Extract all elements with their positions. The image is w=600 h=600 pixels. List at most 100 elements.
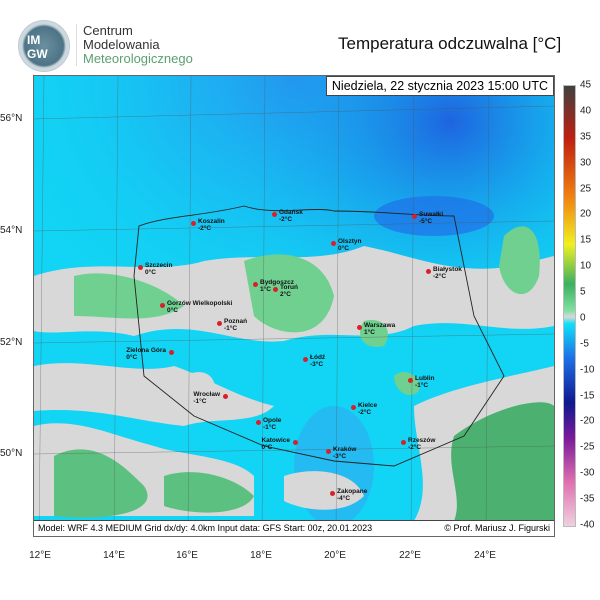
lon-label: 20°E xyxy=(324,550,346,561)
city-temp: -2°C xyxy=(198,225,212,232)
colorbar-label: -25 xyxy=(580,441,595,453)
city-temp: 2°C xyxy=(280,291,291,298)
city-name: Lublin xyxy=(415,375,435,382)
city-name: Kielce xyxy=(358,402,378,409)
colorbar-label: -15 xyxy=(580,390,595,402)
city-temp: -2°C xyxy=(358,409,372,416)
city-temp: -1°C xyxy=(263,424,277,431)
org-line-1: Centrum xyxy=(83,23,133,38)
lon-label: 22°E xyxy=(399,550,421,561)
organization-name: Centrum Modelowania Meteorologicznego xyxy=(76,24,193,66)
colorbar-label: 35 xyxy=(580,131,592,143)
city-dot xyxy=(425,268,431,274)
city-temp: 0°C xyxy=(167,307,178,314)
city-name: Opole xyxy=(263,417,282,424)
city-dot xyxy=(271,211,277,217)
city-dot xyxy=(350,404,356,410)
lat-label: 50°N xyxy=(0,448,23,459)
city-dot xyxy=(356,324,362,330)
city-name: Gorzów Wielkopolski xyxy=(167,300,233,307)
city-dot xyxy=(407,377,413,383)
city-dot xyxy=(330,240,336,246)
city-name: Warszawa xyxy=(364,322,396,329)
imgw-logo: IM GW xyxy=(18,20,70,72)
city-name: Kraków xyxy=(333,446,357,453)
city-name: Zakopane xyxy=(337,488,368,495)
city-temp: -2°C xyxy=(408,444,422,451)
city-temp: -1°C xyxy=(224,325,238,332)
colorbar-label: -40 xyxy=(580,519,595,531)
city-dot xyxy=(222,393,228,399)
city-temp: -1°C xyxy=(193,398,207,405)
city-dot xyxy=(159,302,165,308)
org-line-2: Modelowania xyxy=(83,37,160,52)
city-name: Białystok xyxy=(433,266,462,273)
colorbar-label: -5 xyxy=(580,338,589,350)
city-dot xyxy=(292,439,298,445)
city-name: Toruń xyxy=(280,284,298,291)
lon-label: 18°E xyxy=(250,550,272,561)
colorbar-label: 25 xyxy=(580,183,592,195)
city-name: Łódź xyxy=(310,354,326,361)
lon-label: 24°E xyxy=(474,550,496,561)
colorbar-label: -20 xyxy=(580,415,595,427)
city-name: Bydgoszcz xyxy=(260,279,294,286)
city-temp: -3°C xyxy=(333,453,347,460)
lat-label: 56°N xyxy=(0,113,23,124)
city-name: Gdańsk xyxy=(279,209,303,216)
city-name: Suwałki xyxy=(419,211,444,218)
lon-label: 12°E xyxy=(29,550,51,561)
city-temp: -2°C xyxy=(433,273,447,280)
city-name: Wrocław xyxy=(193,391,220,398)
colorbar-label: -10 xyxy=(580,364,595,376)
colorbar-label: -35 xyxy=(580,493,595,505)
lat-label: 52°N xyxy=(0,337,23,348)
city-temp: -4°C xyxy=(337,495,351,502)
city-dot xyxy=(325,448,331,454)
city-dot xyxy=(252,281,258,287)
city-temp: -3°C xyxy=(310,361,324,368)
colorbar-label: 0 xyxy=(580,312,586,324)
city-name: Zielona Góra xyxy=(126,347,166,354)
colorbar xyxy=(563,85,576,527)
page-title: Temperatura odczuwalna [°C] xyxy=(338,34,562,53)
city-temp: -1°C xyxy=(415,382,429,389)
city-temp: 1°C xyxy=(260,286,271,293)
temperature-map: Niedziela, 22 stycznia 2023 15:00 UTC Sz… xyxy=(33,75,555,537)
city-dot xyxy=(302,356,308,362)
org-line-3: Meteorologicznego xyxy=(83,51,193,66)
forecast-datetime: Niedziela, 22 stycznia 2023 15:00 UTC xyxy=(325,76,554,96)
city-dot xyxy=(137,264,143,270)
copyright: © Prof. Mariusz J. Figurski xyxy=(444,523,550,533)
city-name: Olsztyn xyxy=(338,238,362,245)
city-temp: 0°C xyxy=(126,354,138,361)
colorbar-label: 5 xyxy=(580,286,586,298)
colorbar-label: 10 xyxy=(580,260,592,272)
colorbar-label: 20 xyxy=(580,208,592,220)
city-temp: 0°C xyxy=(338,245,349,252)
colorbar-label: 40 xyxy=(580,105,592,117)
city-dot xyxy=(400,439,406,445)
map-footer: Model: WRF 4.3 MEDIUM Grid dx/dy: 4.0km … xyxy=(34,520,554,536)
city-name: Katowice xyxy=(261,437,290,444)
lon-label: 14°E xyxy=(103,550,125,561)
model-info: Model: WRF 4.3 MEDIUM Grid dx/dy: 4.0km … xyxy=(38,523,373,533)
colorbar-label: 15 xyxy=(580,234,592,246)
city-temp: 1°C xyxy=(364,329,375,336)
city-dot xyxy=(168,349,174,355)
city-dot xyxy=(272,286,278,292)
city-name: Szczecin xyxy=(145,262,173,269)
lat-label: 54°N xyxy=(0,225,23,236)
city-dot xyxy=(190,220,196,226)
city-dot xyxy=(216,320,222,326)
city-temp: -2°C xyxy=(279,216,293,223)
city-dot xyxy=(411,213,417,219)
city-name: Rzeszów xyxy=(408,437,436,444)
city-temp: 0°C xyxy=(261,444,273,451)
city-temp: 0°C xyxy=(145,269,156,276)
colorbar-label: -30 xyxy=(580,467,595,479)
map-field xyxy=(34,76,554,536)
city-dot xyxy=(329,490,335,496)
colorbar-label: 30 xyxy=(580,157,592,169)
city-temp: -5°C xyxy=(419,218,433,225)
